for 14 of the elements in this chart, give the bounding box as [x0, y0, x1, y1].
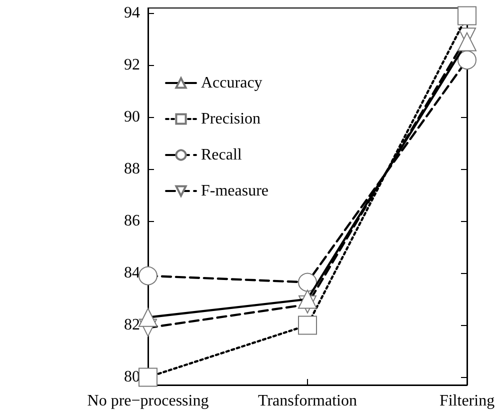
legend-label: Recall — [201, 146, 242, 164]
x-tick-label: Filtering — [439, 392, 495, 410]
y-tick-label: 94 — [124, 4, 140, 22]
x-tick-label: No pre−processing — [87, 392, 209, 410]
legend-label: Precision — [201, 110, 261, 128]
y-tick-label: 88 — [124, 160, 140, 178]
y-tick-label: 92 — [124, 56, 140, 74]
x-tick-label: Transformation — [258, 392, 357, 410]
legend-label: Accuracy — [201, 74, 262, 92]
y-tick-label: 90 — [124, 108, 140, 126]
y-tick-label: 84 — [124, 264, 140, 282]
legend-label: F-measure — [201, 182, 269, 200]
y-tick-label: 82 — [124, 316, 140, 334]
y-tick-label: 86 — [124, 212, 140, 230]
